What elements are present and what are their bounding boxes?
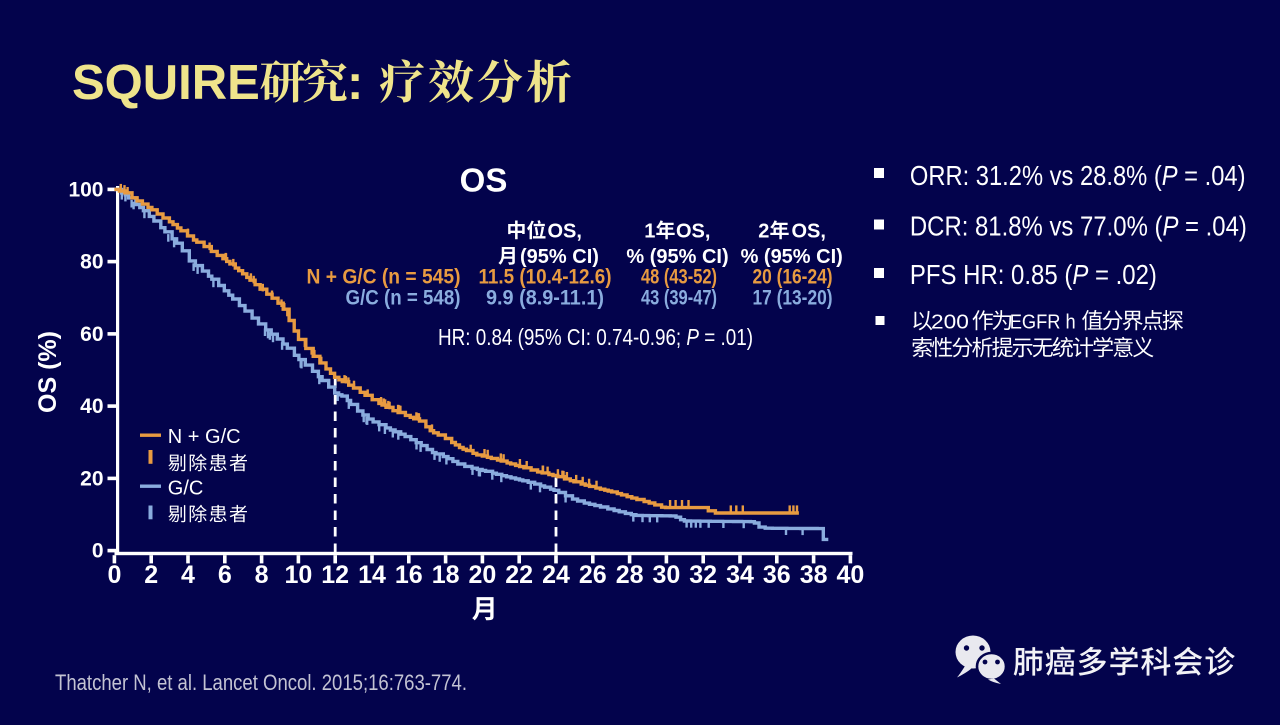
svg-text::: : [347, 56, 363, 110]
svg-text:80: 80 [80, 251, 103, 274]
svg-text:Thatcher N, et al. Lancet Onco: Thatcher N, et al. Lancet Oncol. 2015;16… [55, 670, 467, 695]
svg-text:OS,: OS, [676, 221, 710, 243]
svg-text:20 (16-24): 20 (16-24) [753, 266, 833, 289]
svg-text:30: 30 [652, 561, 680, 589]
svg-text:28: 28 [616, 561, 644, 589]
svg-text:% (95% CI): % (95% CI) [741, 246, 843, 268]
svg-text:34: 34 [726, 561, 754, 589]
svg-text:12: 12 [321, 561, 349, 589]
svg-text:DCR: 81.8% vs 77.0% (P = .04): DCR: 81.8% vs 77.0% (P = .04) [910, 211, 1247, 242]
svg-text:24: 24 [542, 561, 570, 589]
svg-text:100: 100 [68, 178, 103, 201]
svg-text:16: 16 [395, 561, 423, 589]
svg-text:60: 60 [80, 323, 103, 346]
svg-text:2: 2 [144, 561, 158, 589]
svg-text:11.5 (10.4-12.6): 11.5 (10.4-12.6) [479, 266, 612, 289]
svg-text:200: 200 [931, 312, 969, 334]
svg-text:36: 36 [763, 561, 791, 589]
svg-text:G/C (n = 548): G/C (n = 548) [346, 287, 461, 310]
svg-text:N + G/C (n = 545): N + G/C (n = 545) [307, 266, 461, 289]
svg-text:9.9 (8.9-11.1): 9.9 (8.9-11.1) [486, 287, 604, 310]
svg-text:G/C: G/C [168, 478, 204, 500]
svg-text:8: 8 [255, 561, 269, 589]
svg-text:32: 32 [689, 561, 717, 589]
svg-text:38: 38 [800, 561, 828, 589]
svg-text:40: 40 [80, 395, 103, 418]
svg-text:N + G/C: N + G/C [168, 426, 241, 448]
svg-text:OS,: OS, [548, 221, 582, 243]
svg-text:% (95% CI): % (95% CI) [626, 246, 728, 268]
svg-text:43 (39-47): 43 (39-47) [641, 287, 717, 310]
svg-text:4: 4 [181, 561, 195, 589]
svg-text:EGFR h: EGFR h [1010, 312, 1076, 334]
svg-text:14: 14 [358, 561, 386, 589]
svg-text:HR: 0.84 (95% CI: 0.74-0.96; P: HR: 0.84 (95% CI: 0.74-0.96; P = .01) [438, 324, 753, 350]
svg-text:22: 22 [505, 561, 533, 589]
svg-text:(95% CI): (95% CI) [520, 246, 599, 268]
svg-text:OS,: OS, [792, 221, 826, 243]
svg-text:48 (43-52): 48 (43-52) [641, 266, 717, 289]
svg-text:40: 40 [836, 561, 864, 589]
svg-text:20: 20 [80, 467, 103, 490]
svg-text:10: 10 [284, 561, 312, 589]
svg-text:26: 26 [579, 561, 607, 589]
svg-text:0: 0 [92, 540, 104, 563]
svg-text:ORR: 31.2% vs 28.8% (P = .04): ORR: 31.2% vs 28.8% (P = .04) [910, 160, 1246, 191]
svg-text:2: 2 [758, 221, 769, 243]
svg-text:PFS HR: 0.85 (P = .02): PFS HR: 0.85 (P = .02) [910, 259, 1157, 290]
svg-text:0: 0 [107, 561, 121, 589]
svg-text:OS (%): OS (%) [34, 331, 62, 413]
svg-text:18: 18 [432, 561, 460, 589]
svg-text:17 (13-20): 17 (13-20) [753, 287, 833, 310]
svg-text:SQUIRE: SQUIRE [72, 56, 260, 110]
svg-text:6: 6 [218, 561, 232, 589]
svg-text:20: 20 [468, 561, 496, 589]
svg-text:1: 1 [644, 221, 655, 243]
svg-text:OS: OS [460, 162, 508, 199]
